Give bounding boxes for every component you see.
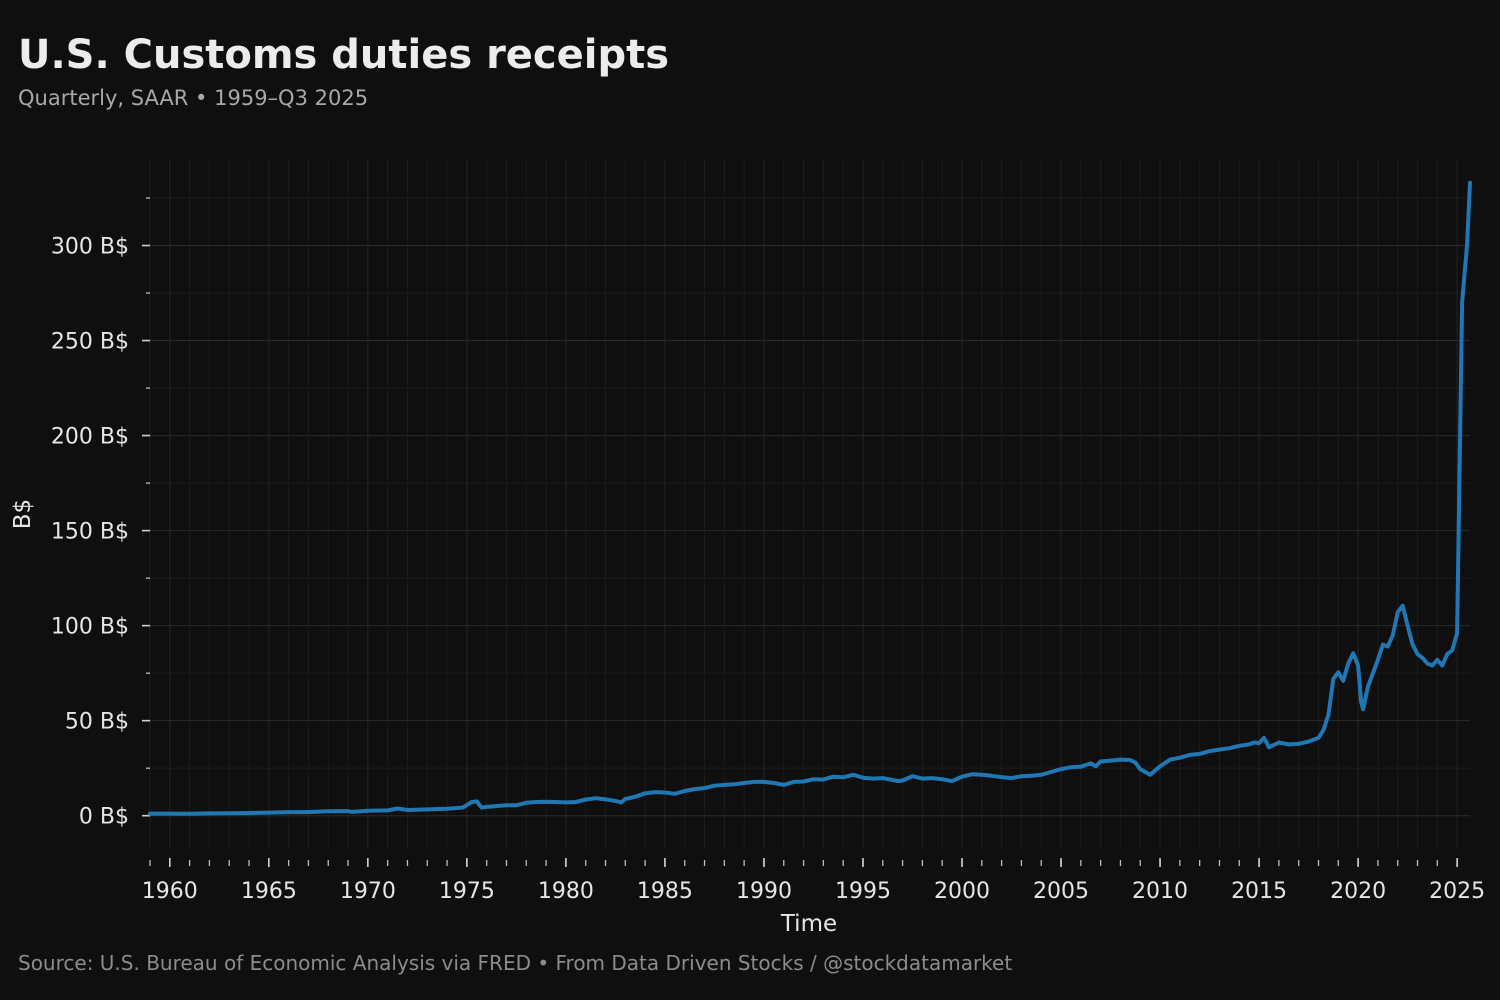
x-tick-label: 2015: [1231, 879, 1287, 904]
x-tick-label: 1975: [439, 879, 495, 904]
x-tick-label: 2000: [934, 879, 990, 904]
chart-subtitle: Quarterly, SAAR • 1959–Q3 2025: [18, 86, 369, 110]
x-tick-label: 1990: [736, 879, 792, 904]
chart-source: Source: U.S. Bureau of Economic Analysis…: [18, 951, 1013, 975]
x-axis-label: Time: [780, 911, 837, 937]
x-tick-label: 1995: [835, 879, 891, 904]
x-tick-label: 2020: [1330, 879, 1386, 904]
y-tick-label: 50 B$: [65, 710, 129, 735]
x-tick-label: 1980: [538, 879, 594, 904]
y-tick-label: 250 B$: [51, 330, 129, 355]
y-tick-label: 200 B$: [51, 425, 129, 450]
y-axis-label: B$: [10, 499, 36, 529]
x-tick-label: 2025: [1429, 879, 1485, 904]
y-tick-label: 150 B$: [51, 520, 129, 545]
y-tick-label: 0 B$: [79, 805, 129, 830]
chart-title: U.S. Customs duties receipts: [18, 32, 670, 78]
x-tick-label: 1985: [637, 879, 693, 904]
x-tick-label: 2010: [1132, 879, 1188, 904]
series-line: [148, 180, 1472, 816]
x-tick-label: 1965: [241, 879, 297, 904]
x-tick-label: 2005: [1033, 879, 1089, 904]
x-tick-label: 1970: [340, 879, 396, 904]
y-tick-label: 100 B$: [51, 615, 129, 640]
y-tick-label: 300 B$: [51, 235, 129, 260]
x-tick-label: 1960: [142, 879, 198, 904]
